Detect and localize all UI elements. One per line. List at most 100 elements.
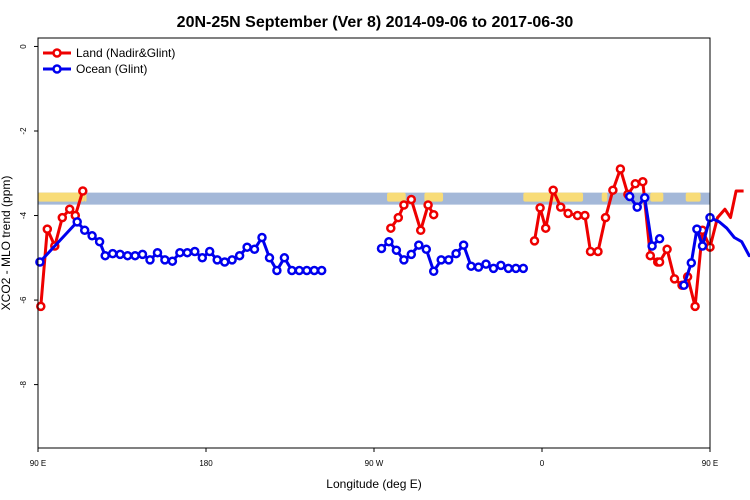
land-point (600, 212, 611, 223)
x-tick-label: 0 (540, 459, 545, 468)
x-tick-label: 90 E (30, 459, 46, 468)
ocean-point (190, 246, 200, 257)
x-tick-label: 90 E (702, 459, 718, 468)
ocean-point (503, 263, 514, 274)
ocean-point (35, 257, 45, 267)
ocean-point (481, 259, 491, 269)
ocean-point (466, 261, 476, 271)
land-point (638, 176, 648, 187)
ocean-point (100, 250, 110, 261)
ocean-point (167, 256, 178, 266)
ocean-point (72, 217, 82, 227)
ocean-point (137, 249, 148, 260)
ocean-point (686, 258, 697, 268)
ocean-line (682, 216, 750, 286)
ocean-point (632, 202, 642, 212)
land-point (690, 301, 700, 312)
land-point (585, 246, 596, 257)
land-point (654, 257, 665, 267)
ocean-point (257, 232, 267, 243)
plot-frame (37, 37, 711, 449)
y-tick-label: -2 (19, 127, 28, 135)
land-point (608, 185, 618, 195)
ocean-point (160, 255, 170, 265)
ocean-point (414, 240, 424, 250)
ocean-point (458, 240, 469, 250)
land-point (78, 186, 88, 196)
land-point (615, 164, 626, 174)
land-point (406, 194, 417, 205)
ocean-point (518, 263, 529, 274)
land-point (415, 225, 426, 236)
ocean-point (115, 249, 125, 260)
ocean-point (219, 257, 230, 267)
band-land-segment (601, 192, 608, 202)
ocean-point (152, 247, 163, 258)
legend-label-land: Land (Nadir&Glint) (76, 46, 175, 60)
ocean-point (488, 263, 499, 274)
ocean-point (234, 250, 245, 261)
land-line (39, 190, 85, 307)
land-point (580, 210, 590, 221)
ocean-point (107, 248, 118, 259)
surface-band (38, 192, 710, 205)
y-tick-label: 0 (19, 44, 28, 49)
ocean-point (436, 255, 446, 265)
ocean-point (182, 247, 193, 258)
chart-title: 20N-25N September (Ver 8) 2014-09-06 to … (177, 14, 574, 31)
ocean-point (279, 253, 290, 263)
legend-label-ocean: Ocean (Glint) (76, 62, 147, 76)
land-point (64, 204, 75, 214)
ocean-point (175, 247, 185, 258)
series-layer (35, 164, 750, 312)
ocean-point (697, 241, 708, 251)
ocean-point (145, 255, 155, 265)
ocean-point (249, 244, 260, 255)
ocean-point (197, 253, 208, 263)
land-point (386, 223, 396, 233)
ocean-point (87, 231, 97, 241)
band-land-segment (387, 192, 406, 202)
ocean-point (242, 242, 252, 252)
ocean-point (639, 193, 650, 203)
ocean-point (428, 266, 439, 277)
y-axis: 0 -2 -4 -6 -8 (19, 44, 38, 388)
land-point (593, 246, 603, 257)
ocean-point (122, 250, 133, 261)
ocean-point (443, 255, 454, 265)
y-tick-label: -4 (19, 211, 28, 219)
ocean-point (473, 262, 484, 272)
ocean-point (204, 246, 215, 257)
ocean-point (287, 265, 297, 276)
ocean-point (406, 249, 417, 260)
legend: Land (Nadir&Glint) Ocean (Glint) (43, 46, 175, 76)
ocean-point (624, 191, 635, 202)
ocean-point (692, 224, 702, 234)
land-point (563, 208, 573, 219)
ocean-point (227, 255, 237, 265)
land-point (540, 223, 551, 233)
land-point (57, 212, 68, 223)
land-point (393, 212, 404, 223)
land-point (428, 209, 439, 220)
ocean-point (496, 260, 506, 271)
land-point (645, 250, 656, 261)
band-land-segment (650, 192, 664, 202)
x-axis: 90 E 180 90 W 0 90 E (30, 448, 718, 468)
ocean-point (130, 250, 140, 261)
ocean-point (647, 241, 657, 251)
land-point (423, 200, 433, 210)
land-point (555, 202, 566, 212)
land-point (572, 210, 583, 221)
land-point (630, 179, 641, 189)
ocean-point (679, 280, 689, 291)
ocean-point (309, 265, 320, 276)
ocean-point (316, 265, 327, 276)
y-tick-label: -8 (19, 380, 28, 388)
ocean-point (421, 244, 432, 255)
ocean-point (451, 248, 461, 259)
y-axis-title: XCO2 - MLO trend (ppm) (0, 176, 13, 311)
legend-marker-land (52, 48, 62, 58)
ocean-point (272, 265, 282, 276)
